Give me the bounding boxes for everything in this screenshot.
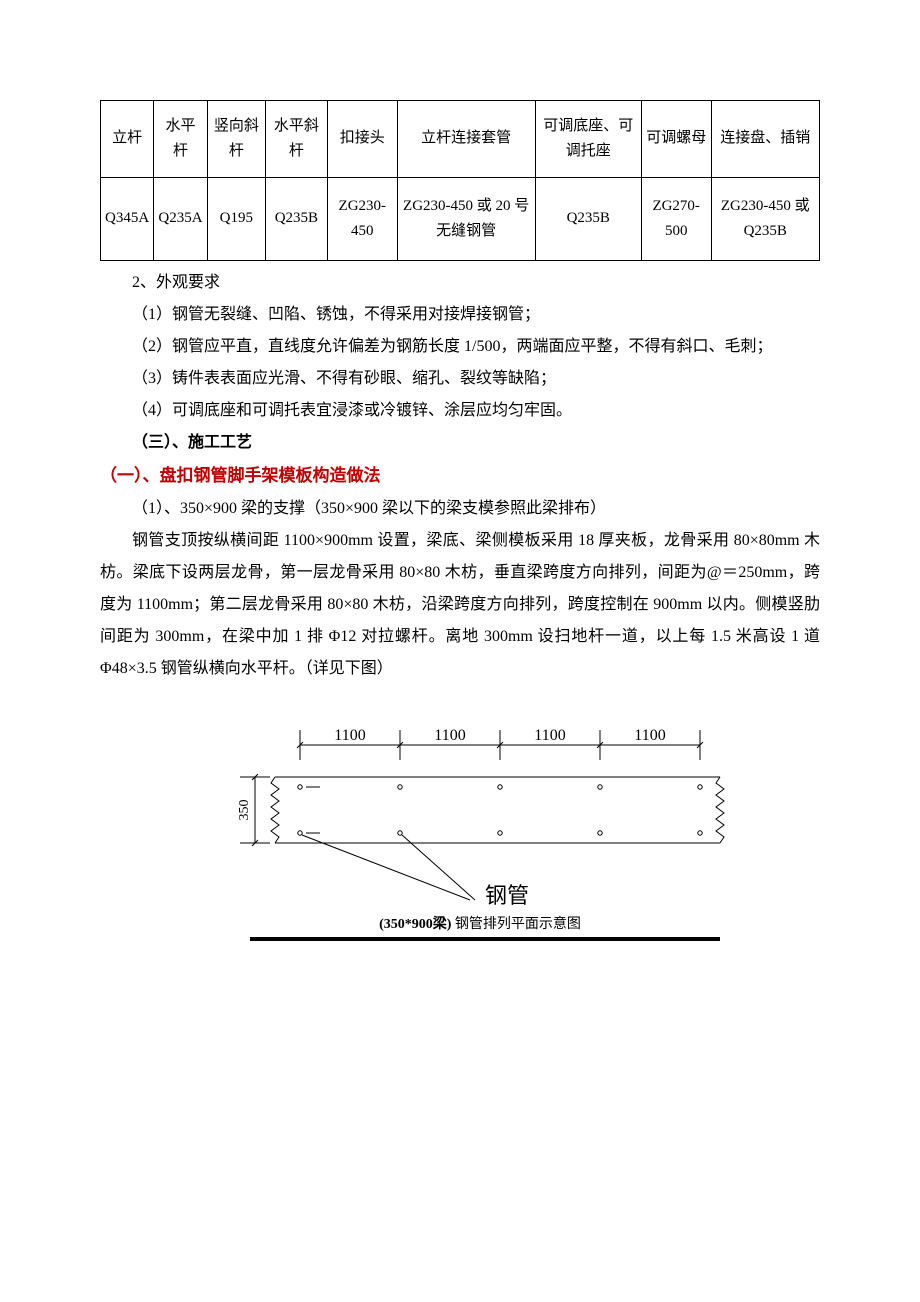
table-cell: ZG230-450 或 20 号无缝钢管	[397, 178, 535, 261]
body-text: 2、外观要求 （1）钢管无裂缝、凹陷、锈蚀，不得采用对接焊接钢管； （2）钢管应…	[100, 267, 820, 685]
diagram-container: 1100 1100 1100 1100 350	[100, 715, 820, 960]
col-header: 连接盘、插销	[711, 101, 819, 178]
section-title: （三）、施工工艺	[100, 427, 820, 459]
col-header: 竖向斜杆	[207, 101, 265, 178]
height-dim-label: 350	[237, 800, 252, 821]
dim-label: 1100	[634, 727, 665, 744]
col-header: 扣接头	[327, 101, 397, 178]
col-header: 可调底座、可调托座	[535, 101, 641, 178]
page: 立杆 水平杆 竖向斜杆 水平斜杆 扣接头 立杆连接套管 可调底座、可调托座 可调…	[0, 0, 920, 1302]
dim-label: 1100	[434, 727, 465, 744]
method-subtitle: （1）、350×900 梁的支撑（350×900 梁以下的梁支模参照此梁排布）	[100, 493, 820, 525]
col-header: 立杆	[101, 101, 154, 178]
col-header: 水平杆	[154, 101, 208, 178]
col-header: 立杆连接套管	[397, 101, 535, 178]
col-header: 可调螺母	[641, 101, 711, 178]
method-heading: （一）、盘扣钢管脚手架模板构造做法	[100, 459, 820, 493]
pipe-annotation: 钢管	[485, 883, 529, 908]
dim-label: 1100	[534, 727, 565, 744]
table-cell: ZG270-500	[641, 178, 711, 261]
table-cell: Q345A	[101, 178, 154, 261]
table-cell: ZG230-450	[327, 178, 397, 261]
requirement-item: （3）铸件表表面应光滑、不得有砂眼、缩孔、裂纹等缺陷；	[100, 363, 820, 395]
table-cell: Q235B	[265, 178, 327, 261]
table-cell: Q235B	[535, 178, 641, 261]
table-cell: Q235A	[154, 178, 208, 261]
table-cell: Q195	[207, 178, 265, 261]
dim-label: 1100	[334, 727, 365, 744]
method-paragraph: 钢管支顶按纵横间距 1100×900mm 设置，梁底、梁侧模板采用 18 厚夹板…	[100, 525, 820, 685]
table-header-row: 立杆 水平杆 竖向斜杆 水平斜杆 扣接头 立杆连接套管 可调底座、可调托座 可调…	[101, 101, 820, 178]
requirement-item: （1）钢管无裂缝、凹陷、锈蚀，不得采用对接焊接钢管；	[100, 299, 820, 331]
table-cell: ZG230-450 或 Q235B	[711, 178, 819, 261]
col-header: 水平斜杆	[265, 101, 327, 178]
table-row: Q345A Q235A Q195 Q235B ZG230-450 ZG230-4…	[101, 178, 820, 261]
diagram-caption: (350*900梁) 钢管排列平面示意图	[379, 915, 581, 932]
requirement-item: （2）钢管应平直，直线度允许偏差为钢筋长度 1/500，两端面应平整，不得有斜口…	[100, 331, 820, 363]
material-spec-table: 立杆 水平杆 竖向斜杆 水平斜杆 扣接头 立杆连接套管 可调底座、可调托座 可调…	[100, 100, 820, 261]
beam-plan-diagram: 1100 1100 1100 1100 350	[180, 715, 740, 955]
subsection-title: 2、外观要求	[100, 267, 820, 299]
requirement-item: （4）可调底座和可调托表宜浸漆或冷镀锌、涂层应均匀牢固。	[100, 395, 820, 427]
